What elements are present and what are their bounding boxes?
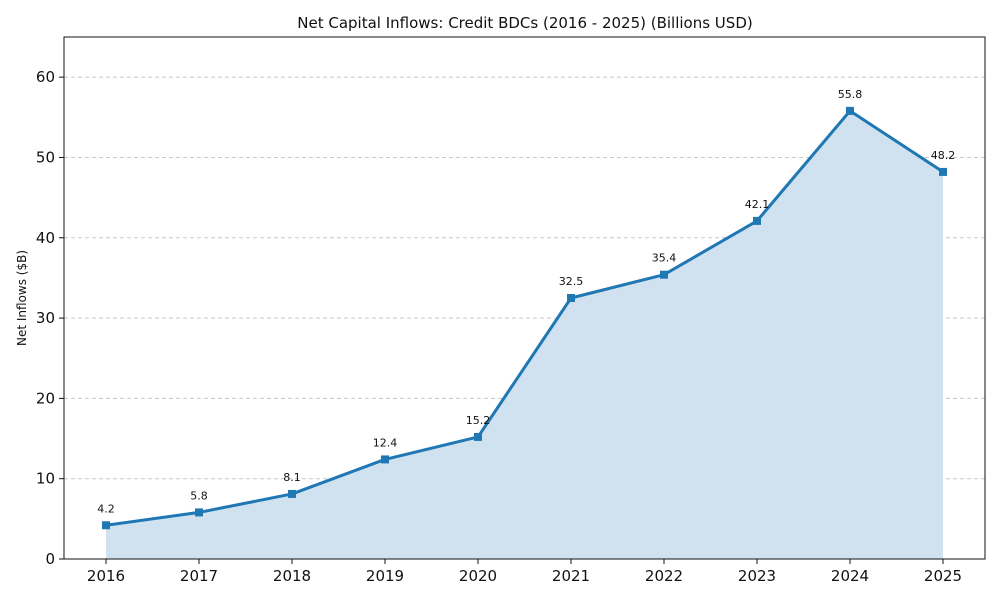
y-tick-label: 40	[36, 229, 55, 247]
y-tick-label: 50	[36, 148, 55, 166]
data-label: 4.2	[97, 502, 115, 515]
x-tick-label: 2019	[366, 567, 404, 585]
y-tick-label: 0	[45, 550, 55, 568]
series-line	[104, 109, 945, 527]
chart-title: Net Capital Inflows: Credit BDCs (2016 -…	[297, 14, 752, 32]
axis-layer: 0 10 20 30 40 50 60 2016 2017 2018 2019 2020 2021 202…	[36, 36, 986, 585]
data-point-marker	[567, 294, 575, 302]
x-tick-label: 2023	[738, 567, 776, 585]
y-tick-label: 30	[36, 309, 55, 327]
data-point-marker	[288, 489, 296, 498]
data-label: 15.2	[466, 414, 491, 427]
data-label: 42.1	[745, 198, 770, 211]
x-tick-label: 2017	[180, 567, 218, 585]
marker-layer	[102, 106, 947, 530]
y-axis-label: Net Inflows ($B)	[15, 250, 29, 346]
area-fill	[106, 110, 943, 559]
data-label: 12.4	[373, 436, 398, 449]
data-label: 8.1	[283, 471, 301, 484]
label-layer: 4.2 5.8 8.1 12.4 15.2 32.5 35.4 42.1 55.8 48.2	[97, 88, 955, 515]
y-tick-label: 20	[36, 389, 55, 407]
data-point-marker	[753, 216, 761, 225]
data-point-marker	[102, 521, 110, 530]
x-tick-label: 2020	[459, 567, 497, 585]
x-tick-label: 2018	[273, 567, 311, 585]
data-point-marker	[381, 455, 389, 464]
data-point-marker	[660, 270, 668, 279]
data-label: 35.4	[652, 252, 677, 265]
x-tick-label: 2021	[552, 567, 590, 585]
x-tick-label: 2025	[924, 567, 962, 585]
line-layer	[104, 109, 945, 527]
data-label: 55.8	[838, 88, 863, 101]
x-tick-label: 2024	[831, 567, 869, 585]
data-point-marker	[846, 106, 854, 115]
x-tick-label: 2016	[87, 567, 125, 585]
data-point-marker	[195, 508, 203, 517]
y-tick-label: 60	[36, 68, 55, 86]
data-label: 32.5	[559, 275, 584, 288]
area-layer	[106, 110, 943, 559]
data-label: 48.2	[931, 149, 956, 162]
plot-frame	[63, 36, 986, 560]
data-point-marker	[474, 432, 482, 441]
data-label: 5.8	[190, 489, 208, 502]
x-tick-label: 2022	[645, 567, 683, 585]
y-tick-label: 10	[36, 470, 55, 488]
data-point-marker	[939, 167, 947, 176]
